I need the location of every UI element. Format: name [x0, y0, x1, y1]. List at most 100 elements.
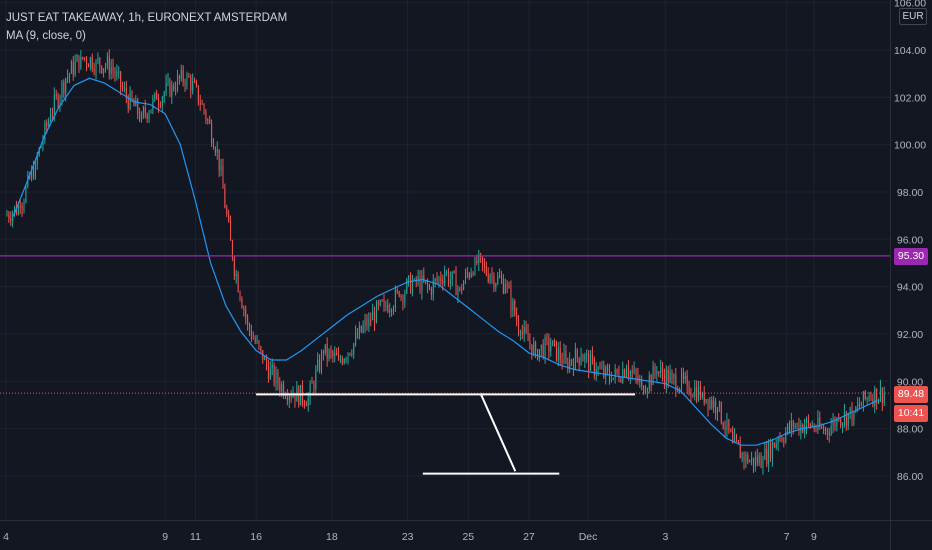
time-tick-label: 27 [523, 531, 535, 543]
candle-body [419, 276, 421, 292]
candle-body [89, 57, 91, 68]
price-tick-label: 96.00 [897, 234, 923, 246]
candle-body [656, 371, 658, 375]
candle-body [180, 69, 182, 79]
candle-body [493, 275, 495, 288]
candle-body [245, 309, 247, 318]
currency-badge[interactable]: EUR [899, 8, 927, 25]
candle-body [80, 57, 82, 69]
candle-body [828, 432, 830, 435]
symbol-title[interactable]: JUST EAT TAKEAWAY, 1h, EURONEXT AMSTERDA… [6, 12, 288, 24]
candle-body [726, 419, 728, 430]
candle-body [747, 455, 749, 462]
candle-body [266, 358, 268, 366]
candle-body [400, 296, 402, 298]
candle-body [192, 81, 194, 91]
candle-body [394, 289, 396, 308]
grid-lines [0, 0, 890, 520]
indicator-label[interactable]: MA (9, close, 0) [6, 30, 86, 42]
candle-body [264, 358, 266, 361]
candle-body [785, 432, 787, 442]
candle-body [463, 282, 465, 290]
candle-body [332, 352, 334, 357]
candle-body [377, 302, 379, 305]
candle-body [393, 307, 395, 312]
candle-body [364, 319, 366, 326]
candle-body [626, 367, 628, 377]
candle-body [423, 275, 425, 282]
candle-body [798, 423, 800, 433]
candle-body [497, 276, 499, 284]
candle-body [451, 271, 453, 280]
candle-body [125, 88, 127, 98]
candle-body [334, 352, 336, 357]
candle-body [777, 438, 779, 444]
candle-body [665, 369, 667, 386]
candle-body [681, 373, 683, 389]
time-tick-label: 4 [3, 531, 9, 543]
candle-body [506, 284, 508, 286]
candle-body [790, 420, 792, 431]
candle-body [722, 422, 724, 429]
candle-body [771, 442, 773, 460]
candle-body [874, 388, 876, 406]
resistance-price-label: 95.30 [894, 248, 928, 265]
candle-body [682, 373, 684, 379]
candle-body [550, 345, 552, 352]
candle-body [836, 418, 838, 427]
candle-body [148, 113, 150, 119]
candle-body [629, 371, 631, 377]
candle-body [368, 319, 370, 326]
candle-body [315, 369, 317, 389]
candle-body [819, 417, 821, 428]
time-tick-label: 25 [462, 531, 474, 543]
candle-body [684, 376, 686, 379]
candle-body [286, 397, 288, 401]
candle-body [705, 399, 707, 403]
candle-body [519, 331, 521, 334]
candle-body [612, 377, 614, 379]
candle-body [122, 87, 124, 89]
candle-body [112, 66, 114, 72]
candle-body [298, 386, 300, 406]
candle-body [379, 300, 381, 305]
candle-body [167, 79, 169, 83]
candle-body [624, 369, 626, 377]
candle-body [19, 206, 21, 208]
candle-body [593, 358, 595, 376]
time-axis[interactable]: 4 9 11 16 18 23 25 27 Dec 3 7 9 [0, 520, 932, 544]
candle-body [459, 287, 461, 290]
candle-body [201, 104, 203, 106]
candle-body [273, 364, 275, 384]
candle-body [10, 218, 12, 222]
candle-body [559, 348, 561, 360]
candle-body [671, 372, 673, 379]
candle-body [584, 355, 586, 362]
candle-body [101, 65, 103, 73]
candle-body [374, 311, 376, 324]
candle-body [654, 366, 656, 375]
candle-body [12, 212, 14, 222]
candle-body [33, 168, 35, 178]
candle-body [171, 85, 173, 97]
candle-body [754, 456, 756, 466]
candle-body [357, 333, 359, 338]
candlesticks [6, 49, 885, 475]
candle-body [576, 349, 578, 358]
drawing-annotations[interactable] [0, 255, 890, 475]
candle-body [330, 350, 332, 353]
candle-body [307, 397, 309, 406]
candle-body [646, 389, 648, 393]
candle-body [360, 325, 362, 332]
candle-body [220, 166, 222, 171]
candle-body [868, 395, 870, 398]
price-tick-label: 98.00 [897, 187, 923, 199]
candle-body [789, 424, 791, 431]
price-axis[interactable]: 86.00 88.00 90.00 92.00 94.00 96.00 98.00 100.0… [890, 0, 927, 550]
candle-body [398, 291, 400, 297]
candle-body [222, 166, 224, 189]
candle-body [150, 109, 152, 114]
candle-body [864, 391, 866, 399]
candle-body [781, 438, 783, 442]
